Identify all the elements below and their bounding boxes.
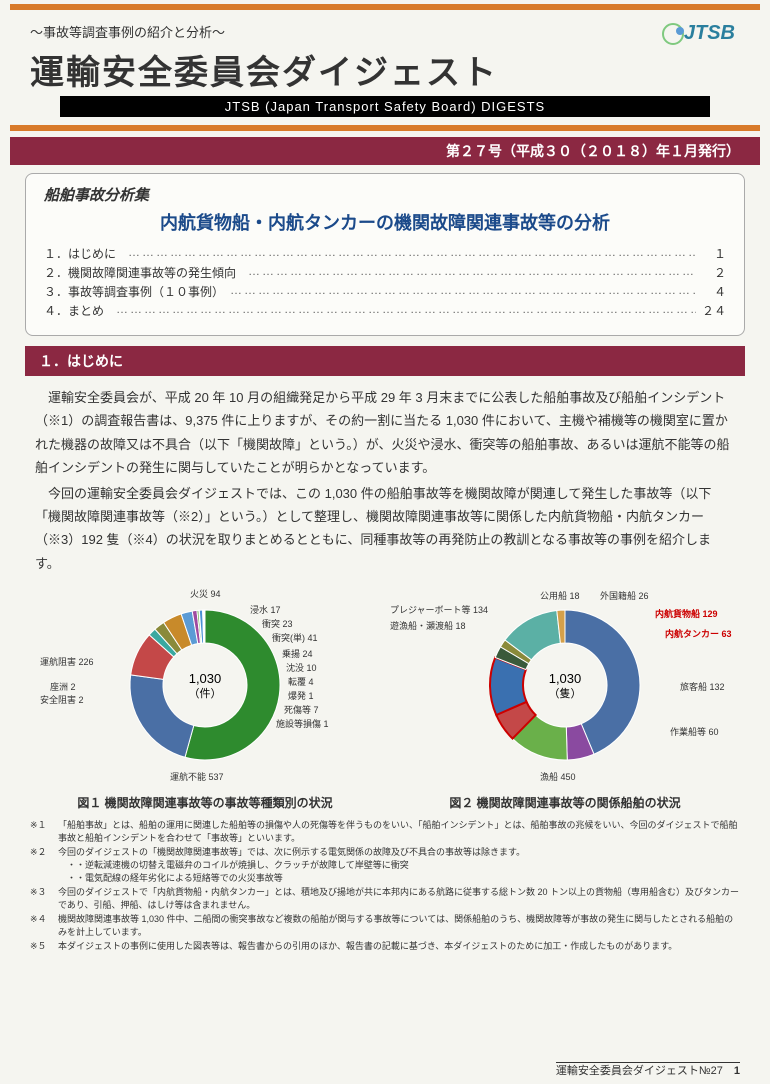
footer-page: 1	[734, 1065, 740, 1077]
toc-item: ３．事故等調査事例（１０事例） ４	[44, 283, 726, 300]
toc-box: 船舶事故分析集 内航貨物船・内航タンカーの機関故障関連事故等の分析 １．はじめに…	[25, 173, 745, 336]
section-1-header: １．はじめに	[25, 346, 745, 376]
logo-text: JTSB	[684, 22, 735, 44]
pie-label: 作業船等 60	[670, 725, 719, 738]
chart-1: 1,030（件） 運航不能 537運航阻害 226座洲 2安全阻害 2火災 94…	[30, 585, 380, 811]
toc-item: ２．機関故障関連事故等の発生傾向 ２	[44, 264, 726, 281]
top-rule	[10, 4, 760, 10]
pie-label: 座洲 2	[50, 680, 76, 693]
chart-2-caption: 図２ 機関故障関連事故等の関係船舶の状況	[390, 794, 740, 811]
footer-text: 運輸安全委員会ダイジェスト№27	[556, 1065, 723, 1077]
header: ～事故等調査事例の紹介と分析～ 運輸安全委員会ダイジェスト JTSB JTSB …	[0, 14, 770, 121]
footnote-num: ※３	[30, 886, 58, 911]
pie-center-value: 1,030	[189, 671, 222, 686]
paragraph: 今回の運輸安全委員会ダイジェストでは、この 1,030 件の船舶事故等を機関故障…	[35, 482, 735, 576]
footnote: ※２今回のダイジェストの「機関故障関連事故等」では、次に例示する電気関係の故障及…	[30, 846, 740, 884]
pie-label: 内航タンカー 63	[665, 627, 732, 640]
toc-label: ４．まとめ	[44, 302, 116, 319]
footnote-text: 今回のダイジェストで「内航貨物船・内航タンカー」とは、積地及び揚地が共に本邦内に…	[58, 886, 740, 911]
toc-label: １．はじめに	[44, 245, 128, 262]
toc-dots	[116, 302, 696, 319]
toc-dots	[248, 264, 696, 281]
black-subtitle-band: JTSB (Japan Transport Safety Board) DIGE…	[60, 96, 710, 117]
page-footer: 運輸安全委員会ダイジェスト№27 1	[556, 1062, 740, 1078]
pie-chart-2: 1,030（隻）	[465, 585, 665, 785]
footnote: ※４機関故障関連事故等 1,030 件中、二船間の衝突事故など複数の船舶が関与す…	[30, 913, 740, 938]
jtsb-logo: JTSB	[662, 22, 735, 45]
footnote-num: ※５	[30, 940, 58, 953]
footnote-text: 本ダイジェストの事例に使用した図表等は、報告書からの引用のほか、報告書の記載に基…	[58, 940, 740, 953]
footnote-text: 機関故障関連事故等 1,030 件中、二船間の衝突事故など複数の船舶が関与する事…	[58, 913, 740, 938]
pie-center-unit: （件）	[189, 687, 222, 700]
toc-label: ２．機関故障関連事故等の発生傾向	[44, 264, 248, 281]
toc-page: ２	[696, 264, 726, 281]
footnote-text: 「船舶事故」とは、船舶の運用に関連した船舶等の損傷や人の死傷等を伴うものをいい、…	[58, 819, 740, 844]
toc-page: ４	[696, 283, 726, 300]
pie-chart-1: 1,030（件）	[105, 585, 305, 785]
pie-center-value: 1,030	[549, 671, 582, 686]
header-subtitle: ～事故等調査事例の紹介と分析～	[30, 22, 740, 41]
pie-label: 安全阻害 2	[40, 693, 84, 706]
issue-band: 第２７号（平成３０（２０１８）年１月発行）	[10, 137, 760, 165]
mid-rule	[10, 125, 760, 131]
chart-2: 1,030（隻） 漁船 450作業船等 60旅客船 132内航タンカー 63内航…	[390, 585, 740, 811]
footnote-num: ※４	[30, 913, 58, 938]
section-1-body: 運輸安全委員会が、平成 20 年 10 月の組織発足から平成 29 年 3 月末…	[35, 386, 735, 575]
charts-row: 1,030（件） 運航不能 537運航阻害 226座洲 2安全阻害 2火災 94…	[25, 585, 745, 811]
footnote: ※３今回のダイジェストで「内航貨物船・内航タンカー」とは、積地及び揚地が共に本邦…	[30, 886, 740, 911]
footnote: ※１「船舶事故」とは、船舶の運用に関連した船舶等の損傷や人の死傷等を伴うものをい…	[30, 819, 740, 844]
toc-dots	[128, 245, 696, 262]
toc-item: ４．まとめ ２４	[44, 302, 726, 319]
toc-category: 船舶事故分析集	[44, 184, 726, 205]
pie-center-unit: （隻）	[549, 686, 582, 700]
toc-dots	[230, 283, 696, 300]
paragraph: 運輸安全委員会が、平成 20 年 10 月の組織発足から平成 29 年 3 月末…	[35, 386, 735, 480]
footnotes: ※１「船舶事故」とは、船舶の運用に関連した船舶等の損傷や人の死傷等を伴うものをい…	[30, 819, 740, 953]
footnote-num: ※２	[30, 846, 58, 884]
pie-slice	[130, 675, 194, 757]
toc-page: １	[696, 245, 726, 262]
pie-label: 運航阻害 226	[40, 655, 94, 668]
footnote: ※５本ダイジェストの事例に使用した図表等は、報告書からの引用のほか、報告書の記載…	[30, 940, 740, 953]
chart-1-caption: 図１ 機関故障関連事故等の事故等種類別の状況	[30, 794, 380, 811]
toc-title: 内航貨物船・内航タンカーの機関故障関連事故等の分析	[44, 209, 726, 235]
main-title: 運輸安全委員会ダイジェスト	[30, 45, 740, 94]
logo-globe-icon	[662, 23, 684, 45]
toc-page: ２４	[696, 302, 726, 319]
pie-slice	[204, 610, 205, 643]
footnote-text: 今回のダイジェストの「機関故障関連事故等」では、次に例示する電気関係の故障及び不…	[58, 846, 740, 884]
pie-label: 旅客船 132	[680, 680, 725, 693]
pie-label: 遊漁船・瀬渡船 18	[390, 619, 466, 632]
footnote-num: ※１	[30, 819, 58, 844]
toc-label: ３．事故等調査事例（１０事例）	[44, 283, 230, 300]
toc-item: １．はじめに １	[44, 245, 726, 262]
